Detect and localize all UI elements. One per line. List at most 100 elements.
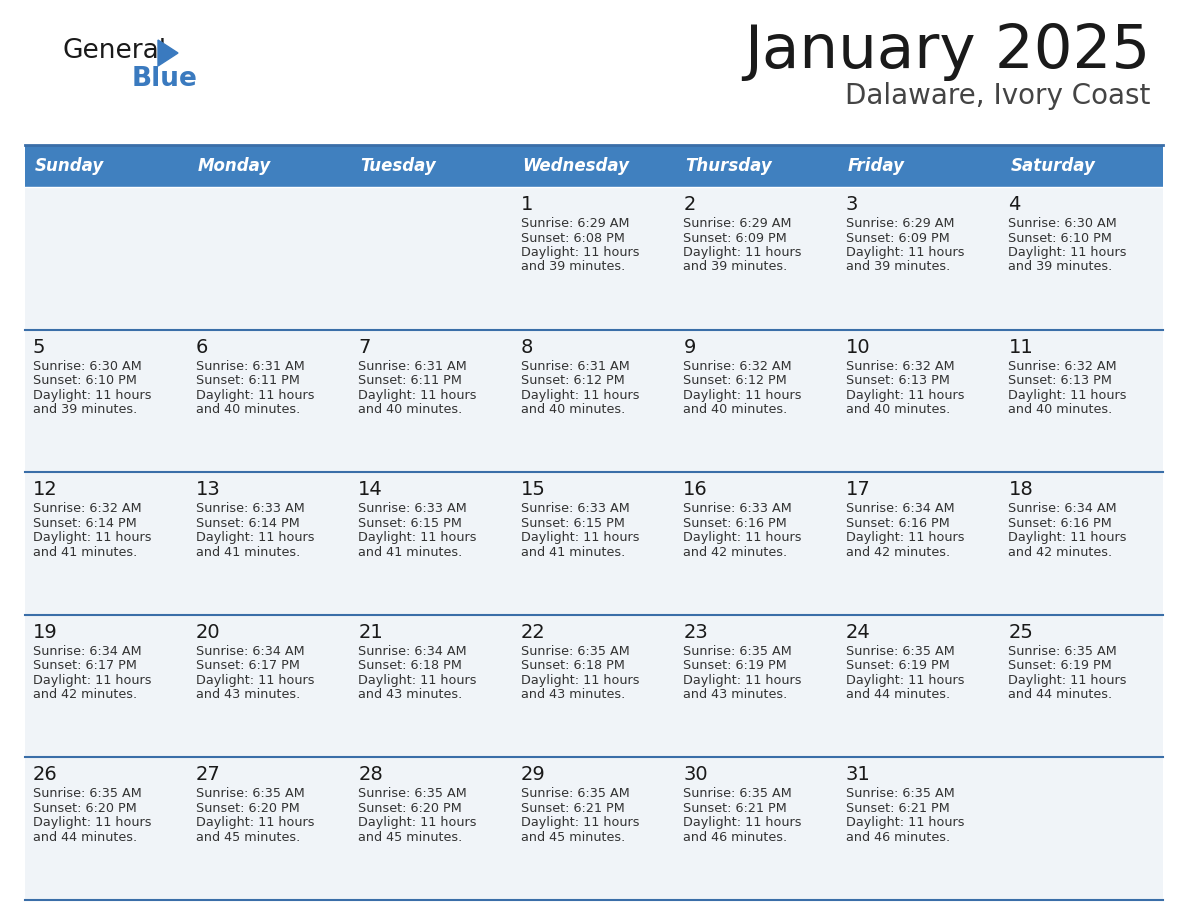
Text: and 44 minutes.: and 44 minutes. — [846, 688, 950, 701]
Text: Sunset: 6:21 PM: Sunset: 6:21 PM — [520, 802, 625, 815]
Bar — [838, 615, 1000, 757]
Text: and 45 minutes.: and 45 minutes. — [358, 831, 462, 844]
Bar — [25, 145, 188, 187]
Text: Sunrise: 6:35 AM: Sunrise: 6:35 AM — [1009, 644, 1117, 658]
Text: and 40 minutes.: and 40 minutes. — [683, 403, 788, 416]
Text: Sunrise: 6:34 AM: Sunrise: 6:34 AM — [33, 644, 141, 658]
Text: Sunset: 6:19 PM: Sunset: 6:19 PM — [1009, 659, 1112, 672]
Text: 7: 7 — [358, 338, 371, 356]
Text: 4: 4 — [1009, 195, 1020, 214]
Text: Sunset: 6:12 PM: Sunset: 6:12 PM — [520, 375, 625, 387]
Bar — [513, 757, 675, 900]
Text: Daylight: 11 hours: Daylight: 11 hours — [683, 532, 802, 544]
Bar — [25, 472, 188, 615]
Text: 23: 23 — [683, 622, 708, 642]
Text: Sunset: 6:16 PM: Sunset: 6:16 PM — [683, 517, 786, 530]
Text: 24: 24 — [846, 622, 871, 642]
Text: and 44 minutes.: and 44 minutes. — [33, 831, 137, 844]
Bar — [513, 330, 675, 472]
Text: Sunset: 6:19 PM: Sunset: 6:19 PM — [683, 659, 786, 672]
Text: and 43 minutes.: and 43 minutes. — [196, 688, 299, 701]
Text: and 42 minutes.: and 42 minutes. — [683, 545, 788, 559]
Text: Daylight: 11 hours: Daylight: 11 hours — [33, 532, 152, 544]
Text: Sunrise: 6:35 AM: Sunrise: 6:35 AM — [683, 788, 792, 800]
Text: 11: 11 — [1009, 338, 1034, 356]
Text: Daylight: 11 hours: Daylight: 11 hours — [846, 532, 965, 544]
Bar — [513, 615, 675, 757]
Text: Sunrise: 6:31 AM: Sunrise: 6:31 AM — [520, 360, 630, 373]
Text: 8: 8 — [520, 338, 533, 356]
Text: Daylight: 11 hours: Daylight: 11 hours — [196, 532, 314, 544]
Text: Sunrise: 6:33 AM: Sunrise: 6:33 AM — [358, 502, 467, 515]
Bar — [675, 145, 838, 187]
Text: Sunrise: 6:33 AM: Sunrise: 6:33 AM — [683, 502, 792, 515]
Text: Daylight: 11 hours: Daylight: 11 hours — [683, 246, 802, 259]
Text: Sunset: 6:15 PM: Sunset: 6:15 PM — [358, 517, 462, 530]
Text: Sunrise: 6:34 AM: Sunrise: 6:34 AM — [1009, 502, 1117, 515]
Bar — [1000, 330, 1163, 472]
Text: Daylight: 11 hours: Daylight: 11 hours — [520, 532, 639, 544]
Text: Daylight: 11 hours: Daylight: 11 hours — [520, 246, 639, 259]
Text: Daylight: 11 hours: Daylight: 11 hours — [196, 674, 314, 687]
Text: Monday: Monday — [197, 157, 271, 175]
Text: Daylight: 11 hours: Daylight: 11 hours — [1009, 246, 1127, 259]
Text: 16: 16 — [683, 480, 708, 499]
Text: Sunrise: 6:34 AM: Sunrise: 6:34 AM — [846, 502, 954, 515]
Bar — [513, 145, 675, 187]
Bar — [350, 330, 513, 472]
Text: Daylight: 11 hours: Daylight: 11 hours — [683, 388, 802, 401]
Text: 20: 20 — [196, 622, 220, 642]
Text: 9: 9 — [683, 338, 696, 356]
Bar — [1000, 757, 1163, 900]
Text: and 43 minutes.: and 43 minutes. — [683, 688, 788, 701]
Bar — [350, 145, 513, 187]
Bar — [675, 615, 838, 757]
Text: Daylight: 11 hours: Daylight: 11 hours — [33, 674, 152, 687]
Text: Sunset: 6:12 PM: Sunset: 6:12 PM — [683, 375, 786, 387]
Text: Sunrise: 6:33 AM: Sunrise: 6:33 AM — [196, 502, 304, 515]
Text: and 43 minutes.: and 43 minutes. — [520, 688, 625, 701]
Text: Sunrise: 6:35 AM: Sunrise: 6:35 AM — [683, 644, 792, 658]
Text: 2: 2 — [683, 195, 696, 214]
Text: and 39 minutes.: and 39 minutes. — [33, 403, 138, 416]
Bar — [838, 187, 1000, 330]
Text: 6: 6 — [196, 338, 208, 356]
Text: Sunset: 6:14 PM: Sunset: 6:14 PM — [33, 517, 137, 530]
Text: Sunrise: 6:29 AM: Sunrise: 6:29 AM — [846, 217, 954, 230]
Text: Daylight: 11 hours: Daylight: 11 hours — [33, 388, 152, 401]
Text: Dalaware, Ivory Coast: Dalaware, Ivory Coast — [845, 82, 1150, 110]
Text: 25: 25 — [1009, 622, 1034, 642]
Text: Sunset: 6:10 PM: Sunset: 6:10 PM — [33, 375, 137, 387]
Text: 26: 26 — [33, 766, 58, 784]
Text: and 39 minutes.: and 39 minutes. — [683, 261, 788, 274]
Text: and 40 minutes.: and 40 minutes. — [520, 403, 625, 416]
Text: Daylight: 11 hours: Daylight: 11 hours — [683, 674, 802, 687]
Text: 22: 22 — [520, 622, 545, 642]
Bar — [513, 187, 675, 330]
Text: Sunrise: 6:35 AM: Sunrise: 6:35 AM — [520, 644, 630, 658]
Text: Sunrise: 6:33 AM: Sunrise: 6:33 AM — [520, 502, 630, 515]
Text: Sunset: 6:13 PM: Sunset: 6:13 PM — [1009, 375, 1112, 387]
Text: Sunset: 6:20 PM: Sunset: 6:20 PM — [33, 802, 137, 815]
Text: Sunset: 6:17 PM: Sunset: 6:17 PM — [196, 659, 299, 672]
Text: Friday: Friday — [848, 157, 905, 175]
Bar — [188, 615, 350, 757]
Text: Sunrise: 6:29 AM: Sunrise: 6:29 AM — [520, 217, 630, 230]
Text: Daylight: 11 hours: Daylight: 11 hours — [33, 816, 152, 829]
Text: Sunset: 6:14 PM: Sunset: 6:14 PM — [196, 517, 299, 530]
Bar — [25, 615, 188, 757]
Bar — [675, 757, 838, 900]
Text: and 46 minutes.: and 46 minutes. — [846, 831, 950, 844]
Text: Sunrise: 6:31 AM: Sunrise: 6:31 AM — [358, 360, 467, 373]
Bar — [188, 187, 350, 330]
Bar — [188, 330, 350, 472]
Text: 10: 10 — [846, 338, 871, 356]
Text: Sunrise: 6:32 AM: Sunrise: 6:32 AM — [683, 360, 792, 373]
Text: Sunrise: 6:30 AM: Sunrise: 6:30 AM — [1009, 217, 1117, 230]
Bar — [513, 472, 675, 615]
Text: 28: 28 — [358, 766, 383, 784]
Text: Sunset: 6:08 PM: Sunset: 6:08 PM — [520, 231, 625, 244]
Text: and 42 minutes.: and 42 minutes. — [1009, 545, 1112, 559]
Text: Daylight: 11 hours: Daylight: 11 hours — [683, 816, 802, 829]
Text: Sunset: 6:11 PM: Sunset: 6:11 PM — [196, 375, 299, 387]
